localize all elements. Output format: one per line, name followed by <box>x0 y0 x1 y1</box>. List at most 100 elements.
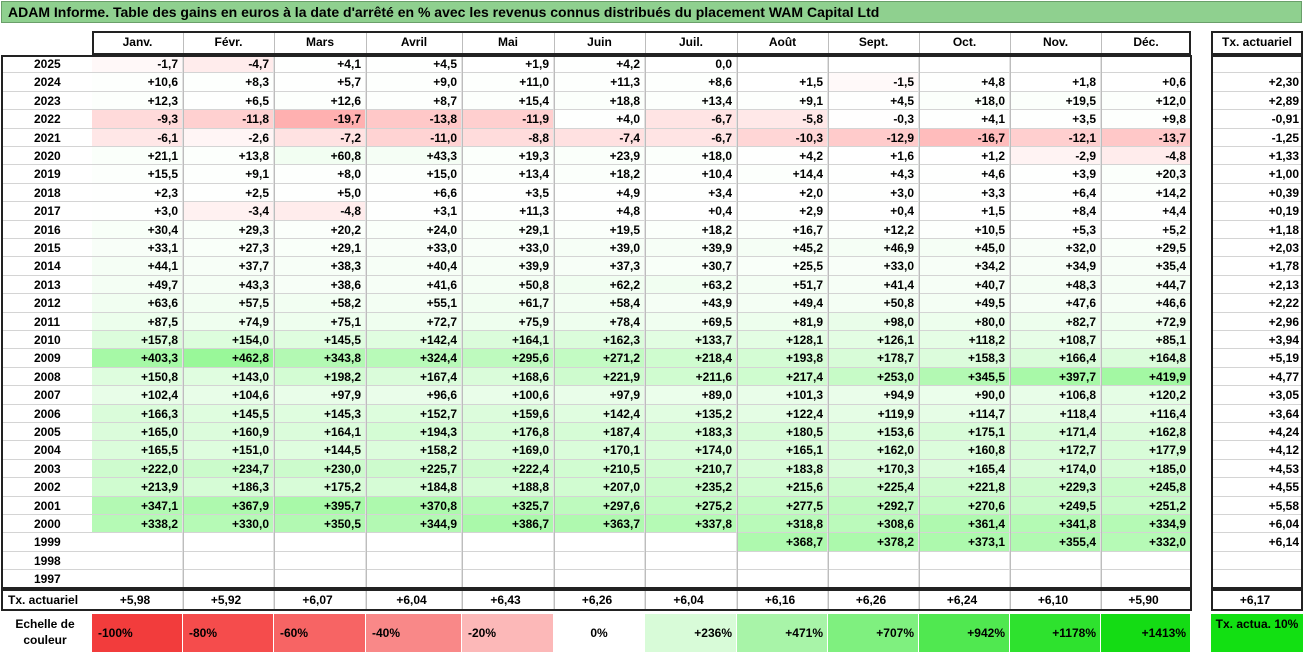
table-cell: +174,0 <box>645 441 737 460</box>
table-cell: -2,9 <box>1010 147 1101 166</box>
table-cell: +69,5 <box>645 312 737 331</box>
table-cell: +1,6 <box>828 147 919 166</box>
year-label: 2004 <box>2 441 92 460</box>
table-cell: +106,8 <box>1010 386 1101 405</box>
table-cell: +33,1 <box>92 239 183 258</box>
tx-actuariel-cell: +4,77 <box>1211 368 1303 387</box>
table-cell: +6,6 <box>366 183 462 203</box>
table-cell: +378,2 <box>828 533 919 552</box>
table-cell: +367,9 <box>183 496 274 515</box>
column-divider <box>645 31 646 611</box>
table-cell: +4,8 <box>919 73 1010 92</box>
month-header: Nov. <box>1042 35 1069 49</box>
table-cell: +4,5 <box>828 91 919 111</box>
table-cell: +153,6 <box>828 423 919 442</box>
table-cell: +1,2 <box>919 147 1010 166</box>
footer-cell: +6,43 <box>462 589 554 611</box>
tx-actuariel-cell: +3,64 <box>1211 405 1303 423</box>
table-cell: +75,9 <box>462 312 554 331</box>
table-cell: +128,1 <box>737 331 828 350</box>
table-cell: +135,2 <box>645 404 737 423</box>
table-cell: +78,4 <box>554 312 645 331</box>
color-scale-label: Echelle de couleur <box>15 617 75 647</box>
scale-swatch: +236% <box>645 614 737 652</box>
table-cell: +33,0 <box>828 257 919 276</box>
table-cell: +49,7 <box>92 275 183 295</box>
column-divider <box>1101 31 1102 611</box>
table-cell: +225,4 <box>828 478 919 497</box>
table-cell: +114,7 <box>919 404 1010 423</box>
tx-actuariel-header: Tx. actuariel <box>1221 35 1293 49</box>
table-cell: +170,3 <box>828 459 919 479</box>
table-cell: +345,5 <box>919 367 1010 387</box>
table-cell <box>92 551 183 571</box>
table-cell: +14,2 <box>1101 183 1191 203</box>
table-cell: +164,8 <box>1101 349 1191 368</box>
month-header: Avril <box>400 35 428 49</box>
column-divider <box>828 31 829 611</box>
table-cell: +3,5 <box>462 183 554 203</box>
table-cell <box>1101 55 1191 74</box>
table-cell: -11,0 <box>366 128 462 147</box>
tx-actuariel-cell <box>1211 552 1303 571</box>
tx-actuariel-cell: +2,89 <box>1211 92 1303 111</box>
table-cell: +82,7 <box>1010 312 1101 331</box>
table-cell: +185,0 <box>1101 459 1191 479</box>
table-cell: +23,9 <box>554 147 645 166</box>
table-cell: +166,4 <box>1010 349 1101 368</box>
year-label: 2018 <box>2 184 92 203</box>
table-cell: +19,5 <box>1010 91 1101 111</box>
table-cell: +46,9 <box>828 239 919 258</box>
table-cell: +275,2 <box>645 496 737 515</box>
table-cell: +33,0 <box>366 239 462 258</box>
table-cell: +292,7 <box>828 496 919 515</box>
table-cell: +98,0 <box>828 312 919 331</box>
table-cell: -6,1 <box>92 128 183 147</box>
table-cell: -12,1 <box>1010 128 1101 147</box>
tx-actuariel-cell: +4,55 <box>1211 478 1303 497</box>
table-cell <box>366 570 462 589</box>
table-cell <box>828 551 919 571</box>
table-cell: +217,4 <box>737 367 828 387</box>
table-cell: +9,0 <box>366 73 462 92</box>
table-cell: +160,9 <box>183 423 274 442</box>
table-cell: +142,4 <box>554 404 645 423</box>
table-cell: +34,9 <box>1010 257 1101 276</box>
table-cell: +218,4 <box>645 349 737 368</box>
table-cell: +39,9 <box>462 257 554 276</box>
table-cell: +38,3 <box>274 257 366 276</box>
table-cell: +45,2 <box>737 239 828 258</box>
table-cell: -5,8 <box>737 110 828 129</box>
table-cell: +194,3 <box>366 423 462 442</box>
table-cell: +3,4 <box>645 183 737 203</box>
table-cell <box>554 570 645 589</box>
table-cell <box>366 551 462 571</box>
table-cell: +171,4 <box>1010 423 1101 442</box>
table-cell: +1,8 <box>1010 73 1101 92</box>
table-cell: +38,6 <box>274 275 366 295</box>
table-cell: +118,2 <box>919 331 1010 350</box>
table-cell: +25,5 <box>737 257 828 276</box>
year-label: 2006 <box>2 405 92 423</box>
table-cell: +29,3 <box>183 220 274 239</box>
table-cell: +40,4 <box>366 257 462 276</box>
table-cell: +3,3 <box>919 183 1010 203</box>
table-cell: +6,5 <box>183 91 274 111</box>
scale-swatch: -60% <box>274 614 366 652</box>
table-cell: +10,6 <box>92 73 183 92</box>
table-cell <box>645 570 737 589</box>
table-cell: +4,5 <box>366 55 462 74</box>
table-cell: +5,7 <box>274 73 366 92</box>
table-cell: +9,1 <box>183 165 274 184</box>
scale-swatch: +707% <box>828 614 919 652</box>
table-cell: +295,6 <box>462 349 554 368</box>
table-cell: +211,6 <box>645 367 737 387</box>
table-cell: +12,2 <box>828 220 919 239</box>
table-cell <box>554 551 645 571</box>
table-cell: +11,3 <box>554 73 645 92</box>
table-cell: +175,2 <box>274 478 366 497</box>
table-cell: +325,7 <box>462 496 554 515</box>
table-cell: +251,2 <box>1101 496 1191 515</box>
report-title: ADAM Informe. Table des gains en euros à… <box>1 1 1302 23</box>
table-cell: -13,8 <box>366 110 462 129</box>
